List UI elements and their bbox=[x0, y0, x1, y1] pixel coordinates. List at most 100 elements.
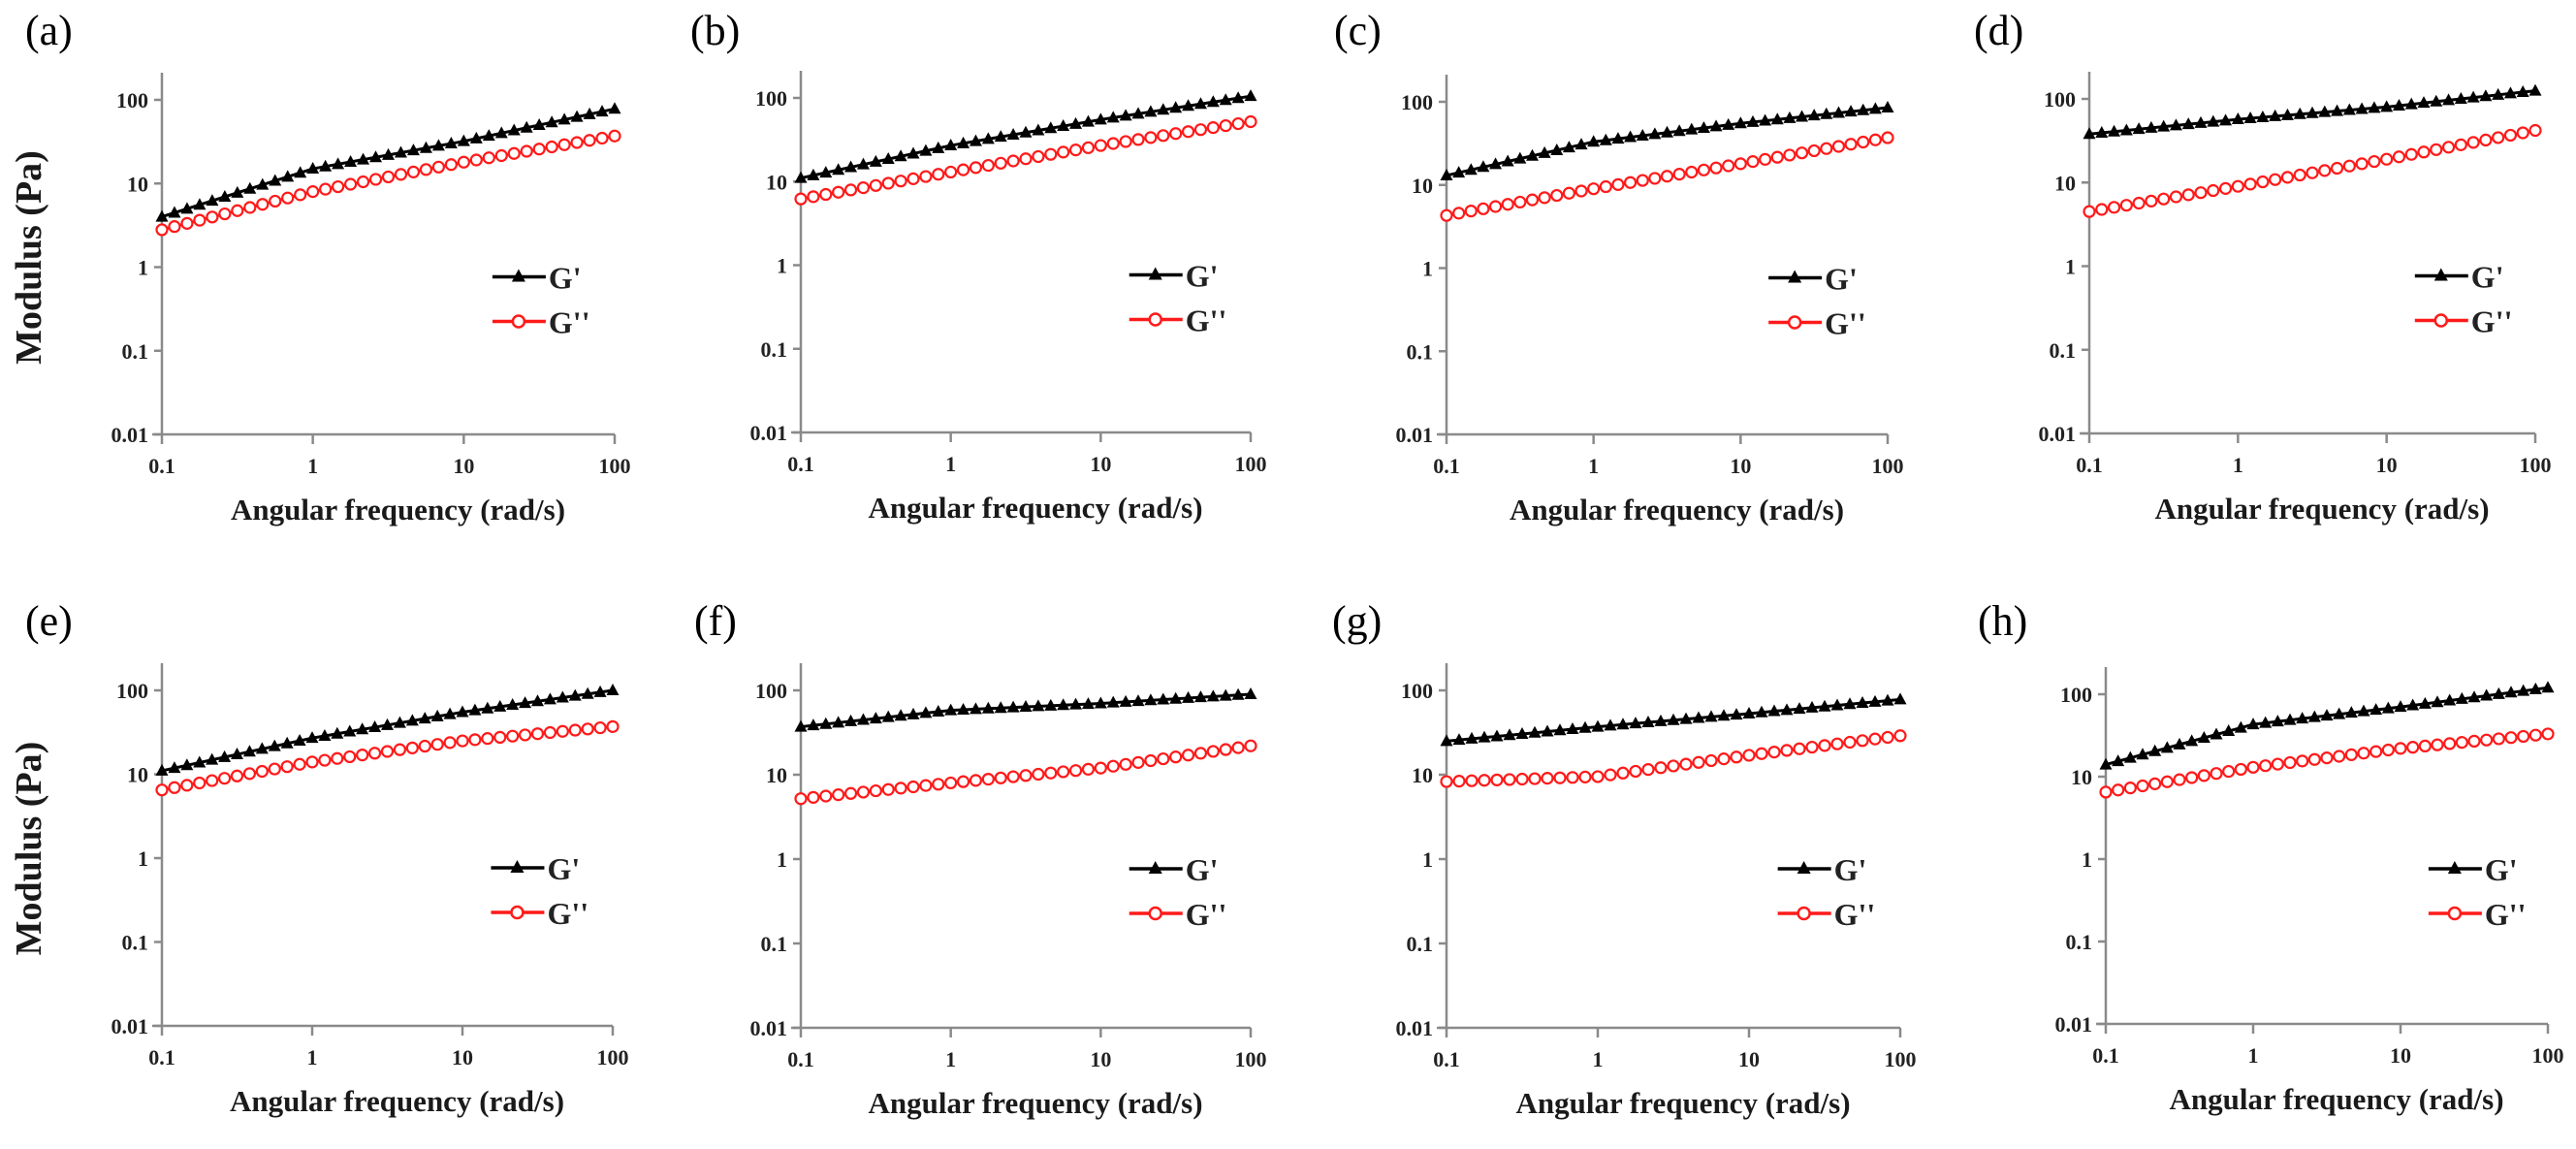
data-point-g-prime bbox=[2259, 716, 2273, 728]
data-point-g-prime bbox=[1032, 699, 1045, 712]
data-point-g-prime bbox=[1131, 694, 1145, 707]
data-point-g-prime bbox=[1452, 166, 1466, 178]
data-point-g-prime bbox=[1881, 693, 1894, 706]
data-point-g-prime bbox=[1182, 99, 1195, 112]
data-point-g-prime bbox=[1685, 122, 1699, 135]
x-tick-label: 100 bbox=[599, 454, 631, 478]
y-tick-label: 100 bbox=[755, 679, 787, 703]
data-point-g-prime bbox=[2243, 111, 2257, 123]
data-point-g-prime bbox=[1464, 163, 1478, 176]
legend-marker-circle bbox=[1148, 312, 1162, 327]
data-point-g-double-prime bbox=[944, 165, 958, 179]
legend-marker-circle bbox=[1797, 906, 1811, 921]
data-point-g-double-prime bbox=[1654, 761, 1668, 775]
data-point-g-prime bbox=[231, 748, 243, 760]
y-tick-label: 1 bbox=[777, 254, 787, 278]
data-point-g-double-prime bbox=[242, 767, 257, 781]
data-point-g-double-prime bbox=[180, 779, 194, 792]
data-point-g-double-prime bbox=[1019, 769, 1033, 782]
data-point-g-double-prime bbox=[2181, 188, 2195, 202]
data-point-g-prime bbox=[1636, 128, 1649, 141]
y-tick-label: 0.1 bbox=[122, 339, 149, 364]
data-point-g-prime bbox=[957, 136, 970, 148]
data-point-g-double-prime bbox=[506, 729, 520, 743]
data-point-g-prime bbox=[593, 685, 607, 697]
data-point-g-double-prime bbox=[2454, 138, 2467, 151]
data-point-g-prime bbox=[1206, 689, 1220, 702]
data-point-g-prime bbox=[1856, 696, 1869, 709]
data-point-g-double-prime bbox=[206, 210, 219, 224]
legend-label: G' bbox=[2485, 852, 2518, 887]
data-point-g-prime bbox=[494, 126, 508, 139]
data-point-g-double-prime bbox=[293, 757, 306, 771]
data-point-g-prime bbox=[1599, 133, 1612, 145]
data-point-g-prime bbox=[1692, 711, 1705, 723]
data-point-g-prime bbox=[2479, 89, 2493, 102]
data-point-g-prime bbox=[1513, 151, 1527, 164]
legend-label: G' bbox=[1825, 262, 1858, 297]
y-axis-label: Modulus (Pa) bbox=[9, 742, 49, 956]
data-point-g-prime bbox=[368, 720, 382, 733]
y-tick-label: 1 bbox=[1422, 847, 1433, 872]
data-point-g-double-prime bbox=[2479, 133, 2493, 146]
data-point-g-double-prime bbox=[2083, 205, 2096, 218]
data-point-g-prime bbox=[393, 716, 406, 728]
data-point-g-double-prime bbox=[530, 727, 545, 741]
data-point-g-prime bbox=[944, 703, 958, 716]
data-point-g-double-prime bbox=[1550, 188, 1564, 203]
x-tick-label: 10 bbox=[452, 1045, 473, 1069]
x-tick-label: 1 bbox=[307, 1045, 318, 1069]
data-point-g-double-prime bbox=[1144, 131, 1158, 144]
data-point-g-prime bbox=[2528, 682, 2542, 694]
x-tick-label: 1 bbox=[1593, 1047, 1604, 1071]
data-point-g-double-prime bbox=[1857, 135, 1870, 149]
legend-marker-triangle bbox=[510, 860, 525, 873]
data-point-g-double-prime bbox=[819, 187, 833, 202]
panel-label: (g) bbox=[1332, 597, 1382, 645]
data-point-g-double-prime bbox=[2231, 179, 2244, 193]
y-tick-label: 0.01 bbox=[1396, 423, 1434, 447]
x-tick-label: 100 bbox=[1235, 1047, 1267, 1071]
y-tick-label: 0.1 bbox=[1407, 339, 1434, 364]
y-tick-label: 100 bbox=[2060, 683, 2092, 707]
data-point-g-prime bbox=[206, 194, 219, 207]
x-axis-label: Angular frequency (rad/s) bbox=[868, 1086, 1202, 1120]
data-point-g-double-prime bbox=[1513, 195, 1527, 209]
data-point-g-prime bbox=[844, 160, 858, 173]
data-point-g-prime bbox=[556, 690, 569, 703]
chart-panel: (f) 0.01 0.1 1 10 100 0.1 1 10 100 Angular frequen… bbox=[694, 597, 1267, 1120]
data-point-g-double-prime bbox=[1068, 764, 1083, 778]
data-point-g-double-prime bbox=[155, 783, 169, 797]
data-point-g-prime bbox=[1648, 127, 1662, 140]
data-point-g-prime bbox=[557, 112, 571, 125]
data-point-g-prime bbox=[305, 731, 319, 744]
data-point-g-prime bbox=[2369, 703, 2383, 716]
data-point-g-double-prime bbox=[206, 774, 219, 787]
data-point-g-prime bbox=[2418, 696, 2432, 709]
data-point-g-prime bbox=[1679, 712, 1693, 724]
data-point-g-double-prime bbox=[2112, 783, 2125, 797]
data-point-g-prime bbox=[1805, 700, 1819, 713]
x-tick-label: 0.1 bbox=[2076, 453, 2103, 477]
x-tick-label: 10 bbox=[1090, 1047, 1111, 1071]
data-point-g-prime bbox=[206, 752, 219, 765]
data-point-g-prime bbox=[1477, 160, 1490, 173]
legend-label: G' bbox=[2471, 260, 2504, 295]
data-point-g-double-prime bbox=[380, 745, 395, 758]
data-point-g-prime bbox=[1574, 138, 1588, 150]
x-tick-label: 100 bbox=[1872, 454, 1904, 478]
x-tick-label: 0.1 bbox=[2092, 1043, 2119, 1068]
data-point-g-prime bbox=[2283, 713, 2297, 725]
data-point-g-prime bbox=[1661, 125, 1673, 138]
data-point-g-double-prime bbox=[1515, 772, 1529, 786]
y-tick-label: 0.1 bbox=[761, 932, 788, 956]
data-point-g-double-prime bbox=[1759, 152, 1772, 166]
data-point-g-double-prime bbox=[969, 774, 983, 787]
data-point-g-prime bbox=[1193, 690, 1207, 703]
data-point-g-double-prime bbox=[2160, 775, 2174, 788]
data-point-g-double-prime bbox=[2207, 183, 2220, 198]
data-point-g-double-prime bbox=[1844, 138, 1858, 151]
data-point-g-double-prime bbox=[2392, 150, 2406, 164]
data-point-g-prime bbox=[1722, 117, 1735, 130]
data-point-g-double-prime bbox=[881, 176, 895, 190]
